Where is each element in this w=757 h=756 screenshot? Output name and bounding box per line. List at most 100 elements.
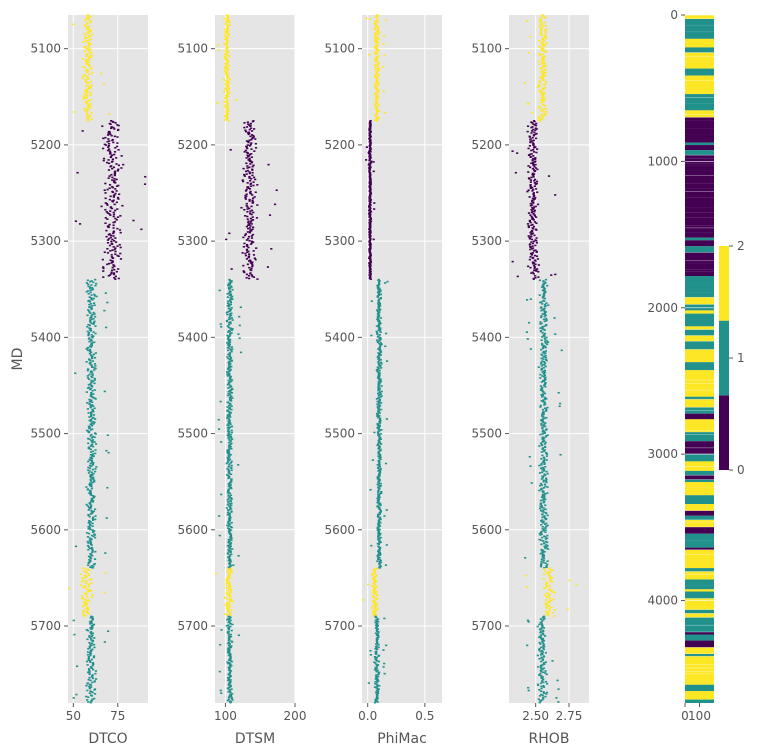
data-point [230, 467, 233, 470]
data-point [86, 607, 89, 609]
data-point [112, 221, 115, 224]
data-point [241, 179, 244, 181]
data-point [250, 213, 253, 216]
data-point [103, 251, 106, 253]
data-point [72, 23, 75, 26]
data-point [92, 663, 95, 666]
data-point [227, 326, 230, 329]
data-point [113, 174, 116, 177]
data-point [224, 28, 227, 30]
data-point [84, 37, 87, 40]
data-point [226, 552, 230, 555]
data-point [379, 417, 382, 420]
data-point [542, 74, 545, 76]
data-point [541, 375, 544, 377]
data-point [90, 366, 94, 368]
data-point [246, 263, 249, 266]
facies-band [685, 319, 714, 327]
data-point [228, 603, 231, 606]
facies-band [685, 640, 714, 648]
data-point [540, 109, 543, 112]
data-point [541, 550, 544, 552]
data-point [94, 468, 97, 470]
data-point [377, 384, 380, 387]
data-point [537, 276, 540, 278]
data-point [534, 260, 537, 262]
data-point [117, 164, 120, 167]
data-point [531, 197, 535, 200]
data-point [375, 111, 378, 113]
data-point [88, 403, 91, 406]
facies-band [685, 94, 714, 98]
data-point [245, 195, 248, 198]
x-tick-label: 0.0 [358, 709, 377, 723]
data-point [540, 488, 543, 491]
facies-band [685, 533, 714, 541]
data-point [540, 322, 543, 325]
y-tick-label: 5200 [30, 138, 61, 152]
data-point [216, 44, 220, 47]
data-point [533, 151, 536, 153]
data-point [539, 433, 542, 436]
data-point [113, 173, 116, 175]
data-point [379, 443, 383, 445]
data-point [531, 159, 534, 162]
data-point [92, 643, 96, 646]
data-point [545, 319, 548, 322]
data-point [226, 54, 229, 57]
data-point [226, 81, 229, 84]
data-point [249, 185, 252, 187]
data-point [540, 519, 543, 522]
data-point [369, 237, 372, 240]
data-point [231, 329, 234, 331]
data-point [226, 608, 229, 611]
data-point [532, 157, 535, 160]
data-point [107, 233, 110, 236]
y-tick-label: 5700 [177, 619, 208, 633]
data-point [228, 676, 231, 678]
data-point [546, 548, 550, 550]
data-point [270, 248, 273, 250]
data-point [85, 34, 88, 37]
data-point [544, 33, 547, 35]
data-point [377, 524, 380, 527]
data-point [242, 264, 245, 267]
data-point [246, 215, 249, 218]
md-y-axis-label: MD [10, 348, 26, 371]
data-point [377, 397, 380, 399]
data-point [91, 389, 94, 392]
facies-band [685, 110, 714, 115]
data-point [226, 356, 229, 358]
data-point [90, 615, 93, 618]
data-point [516, 152, 519, 154]
data-point [86, 88, 89, 90]
data-point [542, 49, 545, 52]
data-point [544, 508, 547, 511]
data-point [533, 170, 536, 173]
data-point [225, 37, 229, 40]
data-point [89, 404, 92, 407]
data-point [545, 107, 548, 110]
data-point [541, 44, 544, 47]
data-point [90, 658, 93, 661]
y-tick-label: 5100 [324, 42, 355, 56]
facies-band [685, 617, 714, 626]
data-point [549, 568, 552, 571]
data-point [85, 108, 88, 111]
data-point [379, 532, 382, 535]
data-point [367, 682, 370, 684]
data-point [379, 331, 382, 333]
data-point [93, 304, 96, 307]
data-point [87, 555, 91, 558]
data-point [229, 453, 232, 456]
data-point [226, 598, 229, 601]
data-point [376, 623, 379, 626]
data-point [228, 647, 231, 650]
data-point [550, 599, 553, 602]
data-point [112, 126, 115, 129]
data-point [227, 521, 230, 523]
data-point [93, 436, 96, 439]
data-point [91, 305, 94, 307]
data-point [227, 528, 231, 531]
data-point [377, 416, 380, 419]
